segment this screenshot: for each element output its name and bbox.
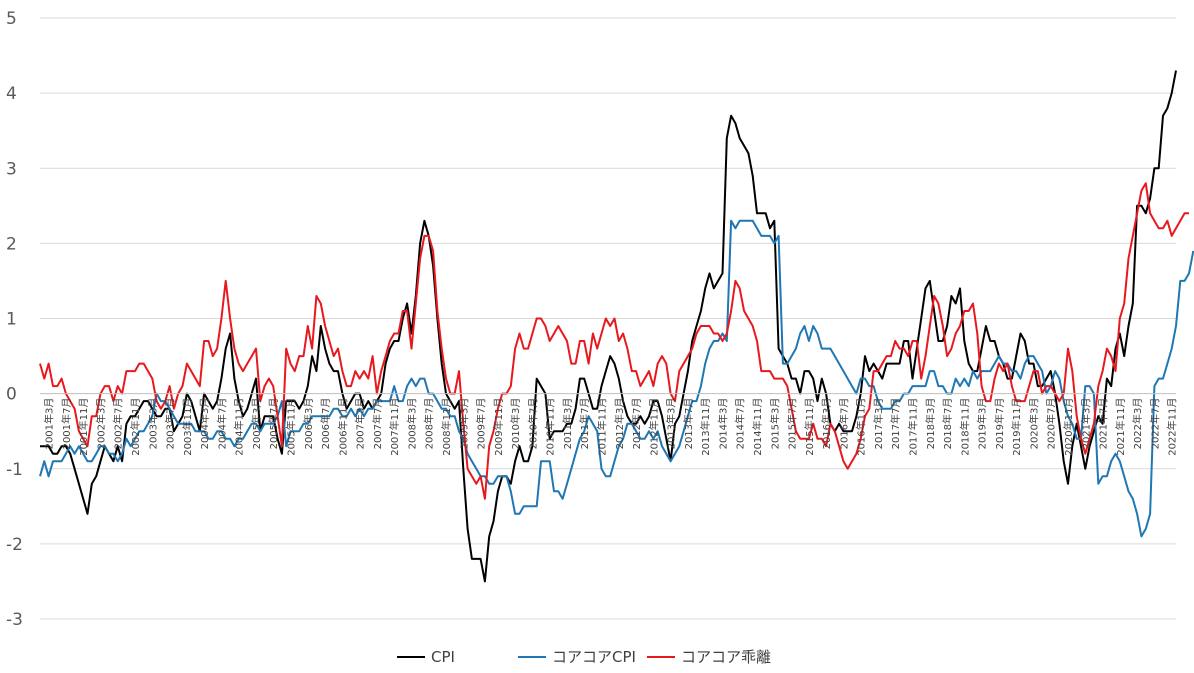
x-tick-label: 2008年11月 <box>440 398 453 456</box>
x-tick-label: 2013年3月 <box>665 398 678 450</box>
x-tick-label: 2010年7月 <box>526 398 539 450</box>
x-tick-label: 2022年3月 <box>1131 398 1144 450</box>
x-tick-label: 2022年11月 <box>1166 398 1179 456</box>
x-tick-label: 2020年3月 <box>1028 398 1041 450</box>
y-tick-label: 4 <box>6 84 17 104</box>
x-tick-label: 2009年11月 <box>492 398 505 456</box>
x-tick-label: 2009年3月 <box>457 398 470 450</box>
x-tick-label: 2019年3月 <box>976 398 989 450</box>
y-tick-label: 5 <box>6 9 17 29</box>
y-tick-label: -1 <box>6 460 23 480</box>
series-line-2 <box>39 219 1194 538</box>
x-tick-label: 2011年3月 <box>561 398 574 450</box>
x-tick-label: 2013年7月 <box>682 398 695 450</box>
x-tick-label: 2011年11月 <box>596 398 609 456</box>
legend-label: コアコアCPI <box>552 648 636 666</box>
x-tick-label: 2004年3月 <box>198 398 211 450</box>
x-tick-label: 2017年3月 <box>872 398 885 450</box>
x-tick-label: 2001年11月 <box>77 398 90 456</box>
y-axis-ticks: -3 -2 -1 0 1 2 3 4 5 <box>6 9 23 630</box>
x-tick-label: 2003年3月 <box>146 398 159 450</box>
x-tick-label: 2017年7月 <box>889 398 902 450</box>
x-tick-label: 2019年11月 <box>1010 398 1023 456</box>
x-tick-label: 2015年11月 <box>803 398 816 456</box>
x-tick-label: 2015年3月 <box>768 398 781 450</box>
gridlines <box>40 17 1176 620</box>
x-tick-label: 2008年3月 <box>406 398 419 450</box>
legend-label: コアコア乖離 <box>681 648 771 666</box>
x-axis-ticks: 2001年3月 2001年7月 2001年11月 2002年3月 2002年7月 2002… <box>43 398 1179 456</box>
x-tick-label: 2012年7月 <box>630 398 643 450</box>
x-tick-label: 2002年11月 <box>129 398 142 456</box>
x-tick-label: 2014年11月 <box>751 398 764 456</box>
x-tick-label: 2006年7月 <box>319 398 332 450</box>
x-tick-label: 2007年3月 <box>354 398 367 450</box>
x-tick-label: 2020年11月 <box>1062 398 1075 456</box>
x-tick-label: 2003年7月 <box>164 398 177 450</box>
x-tick-label: 2016年3月 <box>820 398 833 450</box>
x-tick-label: 2005年3月 <box>250 398 263 450</box>
x-tick-label: 2014年3月 <box>717 398 730 450</box>
x-tick-label: 2013年11月 <box>699 398 712 456</box>
x-tick-label: 2021年3月 <box>1079 398 1092 450</box>
x-tick-label: 2004年7月 <box>215 398 228 450</box>
x-tick-label: 2017年11月 <box>907 398 920 456</box>
x-tick-label: 2006年11月 <box>336 398 349 456</box>
x-tick-label: 2002年7月 <box>112 398 125 450</box>
x-tick-label: 2018年3月 <box>924 398 937 450</box>
x-tick-label: 2011年7月 <box>578 398 591 450</box>
x-tick-label: 2009年7月 <box>475 398 488 450</box>
series-line-3 <box>39 182 1189 500</box>
x-tick-label: 2001年7月 <box>60 398 73 450</box>
x-tick-label: 2021年11月 <box>1114 398 1127 456</box>
x-tick-label: 2005年7月 <box>267 398 280 450</box>
y-tick-label: -2 <box>6 535 23 555</box>
x-tick-label: 2019年7月 <box>993 398 1006 450</box>
x-tick-label: 2021年7月 <box>1097 398 1110 450</box>
x-tick-label: 2014年7月 <box>734 398 747 450</box>
x-tick-label: 2006年3月 <box>302 398 315 450</box>
x-tick-label: 2002年3月 <box>95 398 108 450</box>
x-tick-label: 2004年11月 <box>233 398 246 456</box>
x-tick-label: 2016年11月 <box>855 398 868 456</box>
x-tick-label: 2020年7月 <box>1045 398 1058 450</box>
x-tick-label: 2007年11月 <box>388 398 401 456</box>
x-tick-label: 2005年11月 <box>285 398 298 456</box>
x-tick-label: 2008年7月 <box>423 398 436 450</box>
y-tick-label: 1 <box>6 310 17 330</box>
x-tick-label: 2001年3月 <box>43 398 56 450</box>
x-tick-label: 2012年3月 <box>613 398 626 450</box>
series-lines <box>39 70 1194 583</box>
x-tick-label: 2022年7月 <box>1148 398 1161 450</box>
x-tick-label: 2018年7月 <box>941 398 954 450</box>
y-tick-label: 2 <box>6 234 17 254</box>
y-tick-label: -3 <box>6 610 23 630</box>
x-tick-label: 2016年7月 <box>837 398 850 450</box>
x-tick-label: 2015年7月 <box>786 398 799 450</box>
x-tick-label: 2018年11月 <box>958 398 971 456</box>
x-tick-label: 2007年7月 <box>371 398 384 450</box>
x-tick-label: 2012年11月 <box>647 398 660 456</box>
x-tick-label: 2003年11月 <box>181 398 194 456</box>
series-line-1 <box>40 70 1177 583</box>
y-tick-label: 0 <box>6 385 17 405</box>
y-tick-label: 3 <box>6 159 17 179</box>
legend-label: CPI <box>431 648 455 666</box>
legend: CPI コアコアCPI コアコア乖離 <box>397 648 771 666</box>
x-tick-label: 2010年11月 <box>544 398 557 456</box>
x-tick-label: 2010年3月 <box>509 398 522 450</box>
